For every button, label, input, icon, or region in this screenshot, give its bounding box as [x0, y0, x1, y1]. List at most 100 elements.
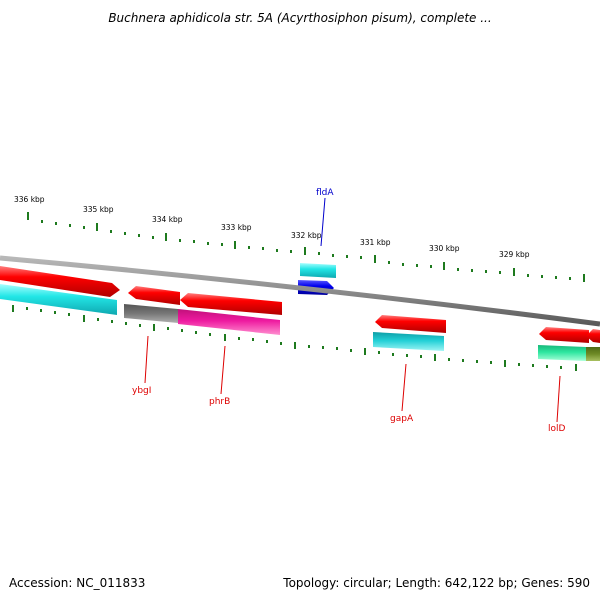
- minor-tick: [336, 347, 338, 350]
- major-tick: [434, 354, 436, 361]
- gene-feature-forward[interactable]: [0, 266, 120, 297]
- gapA-gene-feature[interactable]: [375, 315, 446, 333]
- lolD-leader-line: [556, 375, 561, 423]
- fldA-gene-feature[interactable]: [300, 263, 336, 278]
- outer-scale-ticks: [27, 212, 585, 282]
- minor-tick: [392, 353, 394, 356]
- minor-tick: [457, 268, 459, 271]
- minor-tick: [41, 220, 43, 223]
- major-tick: [374, 255, 376, 263]
- gapA-label[interactable]: gapA: [390, 414, 414, 424]
- major-tick: [575, 364, 577, 371]
- minor-tick: [248, 246, 250, 249]
- minor-tick: [181, 329, 183, 332]
- phrB-leader-line: [220, 345, 226, 395]
- major-tick: [504, 360, 506, 367]
- minor-tick: [68, 313, 70, 316]
- minor-tick: [139, 324, 141, 327]
- minor-tick: [54, 311, 56, 314]
- minor-tick: [238, 337, 240, 340]
- minor-tick: [55, 222, 57, 225]
- gene-feature-forward[interactable]: [539, 327, 589, 343]
- gene-feature-forward[interactable]: [180, 293, 282, 315]
- minor-tick: [97, 318, 99, 321]
- map-title: Buchnera aphidicola str. 5A (Acyrthosiph…: [108, 11, 491, 25]
- scale-label: 331 kbp: [360, 238, 391, 247]
- minor-tick: [360, 256, 362, 259]
- major-tick: [443, 262, 445, 270]
- minor-tick: [124, 232, 126, 235]
- minor-tick: [83, 226, 85, 229]
- gapA-track-feature[interactable]: [373, 332, 444, 351]
- reverse-gene-track: [0, 284, 600, 361]
- lolD-gene-feature[interactable]: [538, 345, 586, 361]
- ybgI-gene-feature[interactable]: [124, 304, 178, 323]
- minor-tick: [167, 327, 169, 330]
- minor-tick: [532, 364, 534, 367]
- minor-tick: [485, 270, 487, 273]
- phrB-label[interactable]: phrB: [209, 397, 230, 407]
- minor-tick: [490, 361, 492, 364]
- major-tick: [294, 342, 296, 349]
- fldA-label[interactable]: fldA: [316, 188, 334, 198]
- minor-tick: [110, 230, 112, 233]
- minor-tick: [40, 309, 42, 312]
- minor-tick: [527, 274, 529, 277]
- minor-tick: [350, 349, 352, 352]
- minor-tick: [416, 264, 418, 267]
- gene-feature-reverse[interactable]: [0, 284, 117, 315]
- phrB-gene-feature[interactable]: [178, 309, 280, 335]
- minor-tick: [276, 249, 278, 252]
- minor-tick: [193, 240, 195, 243]
- minor-tick: [462, 359, 464, 362]
- minor-tick: [448, 358, 450, 361]
- major-tick: [96, 223, 98, 231]
- minor-tick: [290, 250, 292, 253]
- lolD-label[interactable]: lolD: [548, 424, 566, 434]
- major-tick: [165, 233, 167, 241]
- accession-text: Accession: NC_011833: [9, 576, 145, 590]
- major-tick: [364, 348, 366, 355]
- minor-tick: [430, 265, 432, 268]
- minor-tick: [322, 346, 324, 349]
- ybgI-label[interactable]: ybgI: [132, 386, 151, 396]
- major-tick: [12, 305, 14, 312]
- minor-tick: [280, 342, 282, 345]
- genome-summary-text: Topology: circular; Length: 642,122 bp; …: [282, 576, 590, 590]
- minor-tick: [476, 360, 478, 363]
- minor-tick: [308, 345, 310, 348]
- minor-tick: [138, 234, 140, 237]
- minor-tick: [569, 277, 571, 280]
- minor-tick: [69, 224, 71, 227]
- minor-tick: [209, 333, 211, 336]
- gene-feature-reverse[interactable]: [586, 347, 600, 361]
- gene-feature-forward[interactable]: [586, 329, 600, 343]
- minor-tick: [518, 363, 520, 366]
- gapA-leader-line: [401, 363, 407, 412]
- ybgI-leader-line: [144, 335, 149, 384]
- minor-tick: [420, 355, 422, 358]
- minor-tick: [111, 320, 113, 323]
- minor-tick: [262, 247, 264, 250]
- scale-label: 330 kbp: [429, 244, 460, 253]
- scale-label: 334 kbp: [152, 215, 183, 224]
- forward-gene-track: [0, 263, 600, 343]
- scale-label: 329 kbp: [499, 250, 530, 259]
- minor-tick: [471, 269, 473, 272]
- inner-scale-ticks: [12, 305, 577, 371]
- minor-tick: [125, 322, 127, 325]
- fldA-leader-line: [320, 197, 326, 247]
- minor-tick: [195, 331, 197, 334]
- minor-tick: [207, 242, 209, 245]
- gene-feature-forward[interactable]: [128, 286, 180, 305]
- minor-tick: [406, 354, 408, 357]
- minor-tick: [179, 239, 181, 242]
- minor-tick: [388, 261, 390, 264]
- minor-tick: [402, 263, 404, 266]
- minor-tick: [541, 275, 543, 278]
- minor-tick: [555, 276, 557, 279]
- minor-tick: [560, 366, 562, 369]
- major-tick: [153, 324, 155, 331]
- minor-tick: [318, 252, 320, 255]
